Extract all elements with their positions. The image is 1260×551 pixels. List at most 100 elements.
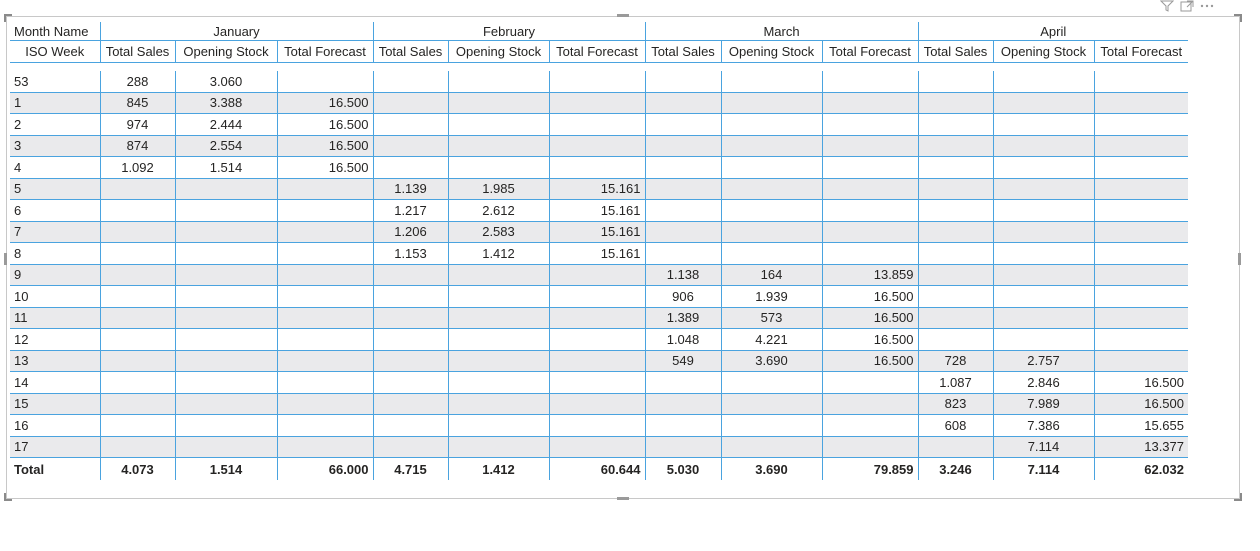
value-cell[interactable]: 15.161: [548, 199, 645, 222]
value-cell[interactable]: 3.060: [174, 71, 277, 93]
value-cell[interactable]: [174, 264, 277, 286]
value-cell[interactable]: [447, 71, 549, 93]
filter-icon[interactable]: [1159, 0, 1175, 14]
value-cell[interactable]: [548, 350, 645, 372]
value-cell[interactable]: 3.690: [720, 350, 822, 372]
value-cell[interactable]: [821, 92, 918, 114]
value-cell[interactable]: [644, 393, 721, 415]
value-cell[interactable]: 2.757: [992, 350, 1094, 372]
value-cell[interactable]: 573: [720, 307, 822, 329]
value-cell[interactable]: [548, 71, 645, 93]
value-cell[interactable]: [447, 328, 549, 351]
value-cell[interactable]: [447, 135, 549, 157]
value-cell[interactable]: 1.138: [644, 264, 721, 286]
value-cell[interactable]: 15.161: [548, 221, 645, 243]
column-header-total-sales[interactable]: Total Sales: [644, 40, 721, 63]
value-cell[interactable]: [644, 156, 721, 179]
value-cell[interactable]: [99, 242, 175, 265]
value-cell[interactable]: [372, 285, 448, 308]
column-header-total-forecast[interactable]: Total Forecast: [548, 40, 645, 63]
value-cell[interactable]: 16.500: [276, 92, 373, 114]
value-cell[interactable]: 16.500: [1093, 393, 1188, 415]
value-cell[interactable]: [372, 371, 448, 394]
value-cell[interactable]: [372, 264, 448, 286]
value-cell[interactable]: [992, 156, 1094, 179]
value-cell[interactable]: [1093, 285, 1188, 308]
value-cell[interactable]: 288: [99, 71, 175, 93]
value-cell[interactable]: 1.139: [372, 178, 448, 200]
value-cell[interactable]: [99, 199, 175, 222]
value-cell[interactable]: [720, 221, 822, 243]
value-cell[interactable]: [276, 393, 373, 415]
value-cell[interactable]: [821, 414, 918, 437]
value-cell[interactable]: [992, 242, 1094, 265]
value-cell[interactable]: 2.554: [174, 135, 277, 157]
value-cell[interactable]: [99, 393, 175, 415]
iso-week-cell[interactable]: 4: [10, 156, 100, 179]
value-cell[interactable]: [372, 393, 448, 415]
value-cell[interactable]: 16.500: [276, 113, 373, 136]
value-cell[interactable]: [548, 371, 645, 394]
value-cell[interactable]: 7.386: [992, 414, 1094, 437]
total-cell[interactable]: 1.412: [447, 457, 549, 480]
value-cell[interactable]: 16.500: [276, 156, 373, 179]
value-cell[interactable]: [276, 414, 373, 437]
value-cell[interactable]: 16.500: [821, 285, 918, 308]
column-header-opening-stock[interactable]: Opening Stock: [174, 40, 277, 63]
value-cell[interactable]: 4.221: [720, 328, 822, 351]
value-cell[interactable]: [917, 285, 993, 308]
value-cell[interactable]: 823: [917, 393, 993, 415]
value-cell[interactable]: [821, 221, 918, 243]
value-cell[interactable]: [447, 307, 549, 329]
total-cell[interactable]: 1.514: [174, 457, 277, 480]
value-cell[interactable]: 13.377: [1093, 436, 1188, 458]
value-cell[interactable]: [720, 135, 822, 157]
resize-handle-bottom-right[interactable]: [1234, 493, 1242, 501]
value-cell[interactable]: [99, 264, 175, 286]
value-cell[interactable]: [447, 414, 549, 437]
value-cell[interactable]: [720, 393, 822, 415]
focus-mode-icon[interactable]: [1180, 0, 1194, 14]
value-cell[interactable]: 16.500: [821, 350, 918, 372]
value-cell[interactable]: [992, 328, 1094, 351]
value-cell[interactable]: [1093, 178, 1188, 200]
resize-handle-bottom[interactable]: [617, 497, 629, 500]
value-cell[interactable]: [992, 307, 1094, 329]
value-cell[interactable]: 1.389: [644, 307, 721, 329]
value-cell[interactable]: [99, 350, 175, 372]
total-cell[interactable]: 5.030: [644, 457, 721, 480]
value-cell[interactable]: [917, 221, 993, 243]
value-cell[interactable]: [644, 71, 721, 93]
value-cell[interactable]: 1.985: [447, 178, 549, 200]
value-cell[interactable]: [644, 199, 721, 222]
iso-week-label[interactable]: ISO Week: [10, 40, 100, 63]
resize-handle-left[interactable]: [4, 253, 7, 265]
value-cell[interactable]: [276, 242, 373, 265]
total-cell[interactable]: 79.859: [821, 457, 918, 480]
value-cell[interactable]: [174, 350, 277, 372]
value-cell[interactable]: [99, 328, 175, 351]
value-cell[interactable]: [917, 242, 993, 265]
value-cell[interactable]: [548, 307, 645, 329]
iso-week-cell[interactable]: 11: [10, 307, 100, 329]
iso-week-cell[interactable]: 13: [10, 350, 100, 372]
value-cell[interactable]: [174, 393, 277, 415]
month-header-march[interactable]: March: [644, 22, 918, 41]
iso-week-cell[interactable]: 1: [10, 92, 100, 114]
value-cell[interactable]: [1093, 264, 1188, 286]
resize-handle-bottom-left[interactable]: [4, 493, 12, 501]
value-cell[interactable]: [1093, 199, 1188, 222]
column-header-total-forecast[interactable]: Total Forecast: [1093, 40, 1188, 63]
iso-week-cell[interactable]: 16: [10, 414, 100, 437]
column-header-opening-stock[interactable]: Opening Stock: [447, 40, 549, 63]
value-cell[interactable]: [372, 71, 448, 93]
value-cell[interactable]: [99, 371, 175, 394]
value-cell[interactable]: [821, 242, 918, 265]
value-cell[interactable]: 16.500: [1093, 371, 1188, 394]
value-cell[interactable]: [644, 221, 721, 243]
value-cell[interactable]: [821, 393, 918, 415]
value-cell[interactable]: 15.161: [548, 178, 645, 200]
value-cell[interactable]: 16.500: [276, 135, 373, 157]
value-cell[interactable]: [1093, 242, 1188, 265]
value-cell[interactable]: [174, 285, 277, 308]
